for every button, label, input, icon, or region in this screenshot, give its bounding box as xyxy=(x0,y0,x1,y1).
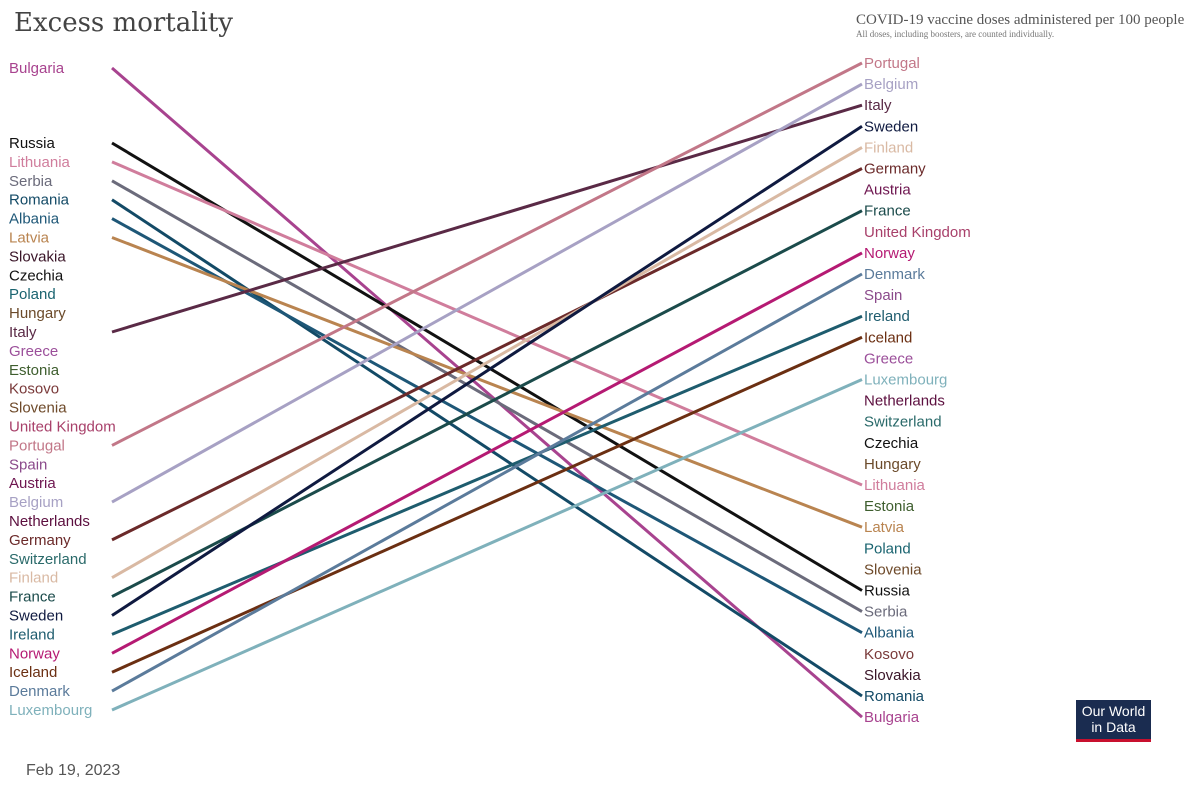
slope-lines xyxy=(111,61,863,719)
slope-line-denmark[interactable] xyxy=(111,272,863,693)
right-label-slovakia[interactable]: Slovakia xyxy=(864,667,921,684)
right-label-france[interactable]: France xyxy=(864,203,911,220)
left-label-belgium[interactable]: Belgium xyxy=(9,494,63,511)
right-label-lithuania[interactable]: Lithuania xyxy=(864,477,926,494)
slope-line-finland[interactable] xyxy=(111,146,863,580)
right-label-austria[interactable]: Austria xyxy=(864,182,911,199)
left-label-bulgaria[interactable]: Bulgaria xyxy=(9,60,65,77)
right-label-finland[interactable]: Finland xyxy=(864,139,913,156)
right-label-italy[interactable]: Italy xyxy=(864,97,892,114)
left-label-finland[interactable]: Finland xyxy=(9,570,58,587)
chart-title: Excess mortality xyxy=(14,8,233,38)
slope-line-iceland[interactable] xyxy=(111,335,863,674)
right-label-greece[interactable]: Greece xyxy=(864,350,913,367)
left-label-poland[interactable]: Poland xyxy=(9,286,56,303)
left-label-slovenia[interactable]: Slovenia xyxy=(9,400,67,417)
slope-line-sweden[interactable] xyxy=(111,125,863,617)
left-label-slovakia[interactable]: Slovakia xyxy=(9,248,66,265)
left-label-greece[interactable]: Greece xyxy=(9,343,58,360)
right-label-norway[interactable]: Norway xyxy=(864,245,915,262)
right-label-portugal[interactable]: Portugal xyxy=(864,55,920,72)
slope-line-serbia[interactable] xyxy=(111,179,863,613)
left-label-estonia[interactable]: Estonia xyxy=(9,362,60,379)
left-label-france[interactable]: France xyxy=(9,589,56,606)
owid-logo[interactable]: Our World in Data xyxy=(1076,700,1151,742)
slope-line-france[interactable] xyxy=(111,209,863,598)
left-label-czechia[interactable]: Czechia xyxy=(9,267,64,284)
left-label-lithuania[interactable]: Lithuania xyxy=(9,154,71,171)
left-label-russia[interactable]: Russia xyxy=(9,135,56,152)
left-labels: Bulgaria Russia Lithuania Serbia Romania Alba… xyxy=(9,60,116,719)
left-label-kosovo[interactable]: Kosovo xyxy=(9,381,59,398)
left-label-norway[interactable]: Norway xyxy=(9,645,60,662)
logo-line2: in Data xyxy=(1091,719,1136,735)
slope-line-belgium[interactable] xyxy=(111,82,863,504)
right-label-belgium[interactable]: Belgium xyxy=(864,76,918,93)
slope-line-ireland[interactable] xyxy=(111,314,863,636)
right-label-hungary[interactable]: Hungary xyxy=(864,456,921,473)
right-label-iceland[interactable]: Iceland xyxy=(864,329,912,346)
slope-line-bulgaria[interactable] xyxy=(111,66,863,719)
slope-line-latvia[interactable] xyxy=(111,236,863,529)
right-label-latvia[interactable]: Latvia xyxy=(864,519,905,536)
right-labels: Portugal Belgium Italy Sweden Finland Germany… xyxy=(864,55,971,726)
right-label-ireland[interactable]: Ireland xyxy=(864,308,910,325)
right-label-albania[interactable]: Albania xyxy=(864,625,915,642)
right-label-kosovo[interactable]: Kosovo xyxy=(864,646,914,663)
right-label-romania[interactable]: Romania xyxy=(864,688,925,705)
right-label-russia[interactable]: Russia xyxy=(864,583,911,600)
left-label-albania[interactable]: Albania xyxy=(9,211,60,228)
left-label-ireland[interactable]: Ireland xyxy=(9,626,55,643)
left-label-sweden[interactable]: Sweden xyxy=(9,608,63,625)
right-label-sweden[interactable]: Sweden xyxy=(864,118,918,135)
slope-line-norway[interactable] xyxy=(111,251,863,655)
right-label-serbia[interactable]: Serbia xyxy=(864,604,908,621)
left-label-united-kingdom[interactable]: United Kingdom xyxy=(9,419,116,436)
right-label-spain[interactable]: Spain xyxy=(864,287,902,304)
right-title: COVID-19 vaccine doses administered per … xyxy=(856,12,1185,28)
left-label-iceland[interactable]: Iceland xyxy=(9,664,57,681)
slope-line-portugal[interactable] xyxy=(111,61,863,447)
right-label-czechia[interactable]: Czechia xyxy=(864,435,919,452)
right-label-poland[interactable]: Poland xyxy=(864,540,911,557)
slope-line-albania[interactable] xyxy=(111,217,863,635)
slope-line-lithuania[interactable] xyxy=(111,160,863,487)
right-label-germany[interactable]: Germany xyxy=(864,161,926,178)
right-label-slovenia[interactable]: Slovenia xyxy=(864,561,922,578)
right-axis-title: COVID-19 vaccine doses administered per … xyxy=(856,12,1186,39)
left-label-serbia[interactable]: Serbia xyxy=(9,173,53,190)
logo-line1: Our World xyxy=(1081,703,1146,719)
slope-line-romania[interactable] xyxy=(111,198,863,698)
left-label-hungary[interactable]: Hungary xyxy=(9,305,66,322)
right-label-denmark[interactable]: Denmark xyxy=(864,266,925,283)
right-label-switzerland[interactable]: Switzerland xyxy=(864,414,942,431)
left-label-luxembourg[interactable]: Luxembourg xyxy=(9,702,92,719)
left-label-italy[interactable]: Italy xyxy=(9,324,37,341)
left-label-austria[interactable]: Austria xyxy=(9,475,56,492)
right-label-netherlands[interactable]: Netherlands xyxy=(864,393,945,410)
date-label: Feb 19, 2023 xyxy=(26,762,121,779)
left-label-portugal[interactable]: Portugal xyxy=(9,437,65,454)
left-label-denmark[interactable]: Denmark xyxy=(9,683,70,700)
slope-line-italy[interactable] xyxy=(111,103,863,334)
left-label-netherlands[interactable]: Netherlands xyxy=(9,513,90,530)
slope-line-germany[interactable] xyxy=(111,167,863,542)
left-label-spain[interactable]: Spain xyxy=(9,456,47,473)
right-label-estonia[interactable]: Estonia xyxy=(864,498,915,515)
left-label-latvia[interactable]: Latvia xyxy=(9,230,50,247)
right-label-bulgaria[interactable]: Bulgaria xyxy=(864,709,920,726)
right-subtitle: All doses, including boosters, are count… xyxy=(856,29,1055,39)
right-label-united-kingdom[interactable]: United Kingdom xyxy=(864,224,971,241)
right-label-luxembourg[interactable]: Luxembourg xyxy=(864,372,947,389)
slope-line-luxembourg[interactable] xyxy=(111,378,863,712)
left-label-germany[interactable]: Germany xyxy=(9,532,71,549)
slope-line-russia[interactable] xyxy=(111,141,863,592)
left-label-switzerland[interactable]: Switzerland xyxy=(9,551,87,568)
left-label-romania[interactable]: Romania xyxy=(9,192,70,209)
